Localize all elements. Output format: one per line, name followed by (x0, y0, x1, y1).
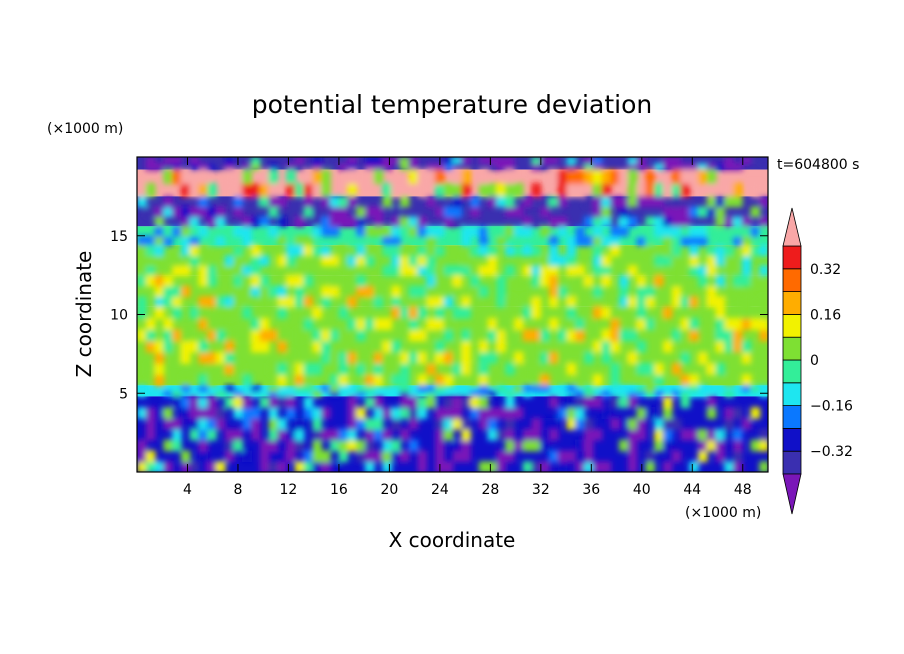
colorbar-bottom-arrow (782, 473, 802, 515)
contour-texture (137, 157, 768, 472)
x-tick-label-1: 8 (233, 482, 242, 498)
x-axis: 4 8 12 16 20 24 28 32 36 40 44 48 (183, 157, 752, 498)
colorbar-label-3: −0.16 (810, 399, 853, 415)
colorbar-label-0: 0.32 (810, 262, 841, 278)
colorbar-label-4: −0.32 (810, 444, 853, 460)
colorbar-box-1 (782, 427, 802, 452)
colorbar: 0.32 0.16 0 −0.16 −0.32 (782, 207, 853, 515)
x-tick-label-7: 32 (532, 482, 550, 498)
x-tick-label-9: 40 (633, 482, 651, 498)
colorbar-box-6 (782, 313, 802, 338)
x-axis-label: X coordinate (389, 528, 516, 552)
colorbar-box-5 (782, 336, 802, 361)
y-tick-label-1: 10 (110, 308, 128, 324)
plot-area (137, 157, 768, 472)
x-tick-label-4: 20 (380, 482, 398, 498)
x-tick-label-10: 44 (683, 482, 701, 498)
x-tick-label-5: 24 (431, 482, 449, 498)
colorbar-top-arrow (782, 207, 802, 247)
y-unit-label: (×1000 m) (47, 121, 123, 137)
colorbar-box-0 (782, 450, 802, 475)
colorbar-label-1: 0.16 (810, 307, 841, 323)
y-tick-label-0: 5 (119, 386, 128, 402)
contour-layer-7 (137, 385, 768, 397)
chart-title: potential temperature deviation (252, 90, 652, 119)
colorbar-box-9 (782, 245, 802, 270)
x-tick-label-0: 4 (183, 482, 192, 498)
x-tick-label-6: 28 (481, 482, 499, 498)
colorbar-box-4 (782, 359, 802, 384)
colorbar-box-3 (782, 382, 802, 406)
colorbar-box-7 (782, 291, 802, 315)
colorbar-box-8 (782, 268, 802, 292)
y-tick-label-2: 15 (110, 229, 128, 245)
colorbar-box-2 (782, 405, 802, 429)
x-tick-label-8: 36 (582, 482, 600, 498)
colorbar-label-2: 0 (810, 353, 819, 369)
time-label: t=604800 s (777, 157, 859, 173)
y-axis-label: Z coordinate (72, 251, 96, 378)
x-tick-label-11: 48 (734, 482, 752, 498)
x-tick-label-2: 12 (280, 482, 298, 498)
x-tick-label-3: 16 (330, 482, 348, 498)
x-unit-label: (×1000 m) (685, 505, 761, 521)
y-axis: 5 10 15 (110, 229, 768, 402)
